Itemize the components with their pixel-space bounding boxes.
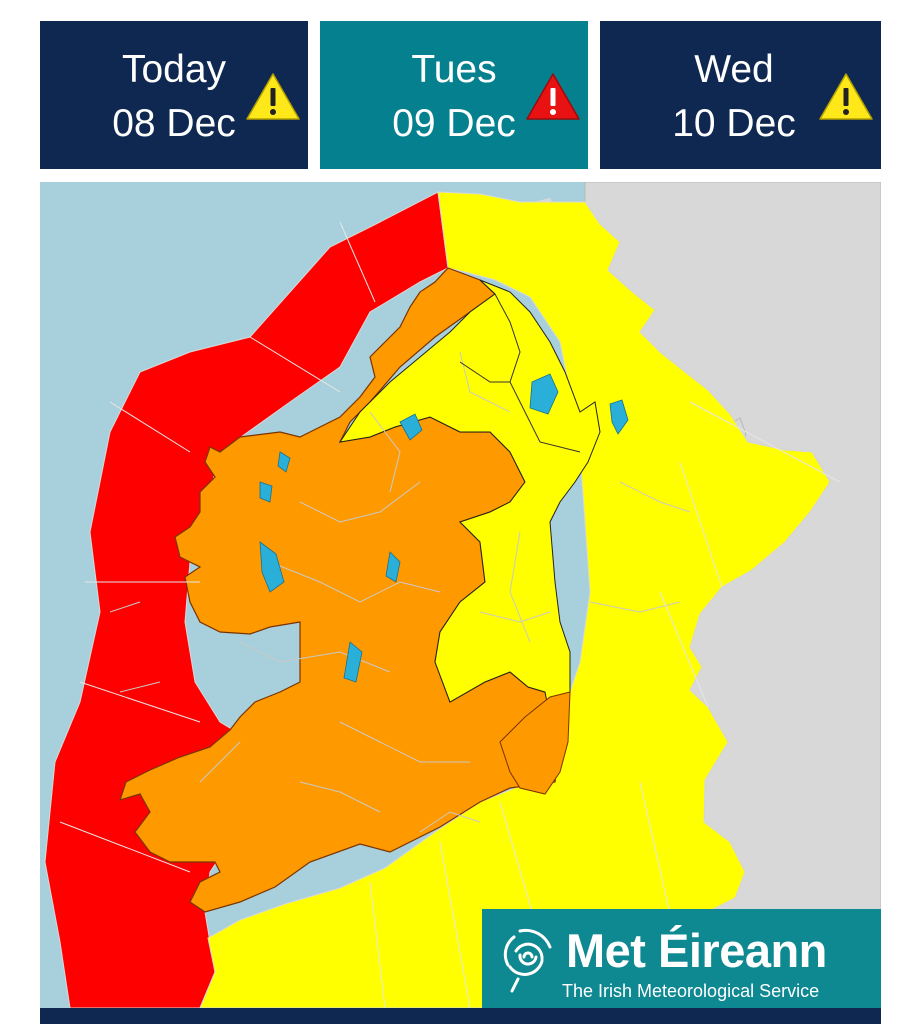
tab-tuesday[interactable]: Tues 09 Dec bbox=[320, 21, 588, 169]
lough-corrib bbox=[259, 541, 285, 593]
sea-zone-yellow bbox=[199, 191, 831, 1008]
tab-today-date: Today 08 Dec bbox=[90, 43, 258, 151]
bottom-bar bbox=[40, 1008, 881, 1024]
tab-tuesday-date: Tues 09 Dec bbox=[370, 43, 538, 151]
county-borders bbox=[109, 351, 691, 833]
tab-wednesday-date-text: 10 Dec bbox=[672, 102, 796, 145]
logo-name: Met Éireann bbox=[566, 924, 827, 977]
tab-wednesday-date: Wed 10 Dec bbox=[650, 43, 818, 151]
tab-today[interactable]: Today 08 Dec bbox=[40, 21, 308, 169]
tab-tuesday-day: Tues bbox=[411, 48, 497, 91]
warning-map-svg bbox=[44, 182, 881, 1008]
tab-tuesday-date-text: 09 Dec bbox=[392, 102, 516, 145]
tab-wednesday[interactable]: Wed 10 Dec bbox=[600, 21, 881, 169]
lough-neagh bbox=[529, 373, 559, 415]
ireland-orange-southeast bbox=[499, 691, 571, 795]
strangford-lough bbox=[609, 399, 629, 435]
swirl-icon bbox=[503, 928, 552, 993]
warning-map[interactable] bbox=[40, 182, 881, 1008]
tab-today-day: Today bbox=[121, 48, 227, 91]
lakes bbox=[259, 373, 629, 683]
warning-triangle-icon bbox=[246, 73, 300, 120]
ni-borders bbox=[459, 293, 581, 453]
logo-tagline: The Irish Meteorological Service bbox=[562, 981, 820, 1001]
lough-derg bbox=[343, 641, 363, 683]
met-eireann-logo[interactable]: Met Éireann The Irish Meteorological Ser… bbox=[482, 909, 881, 1008]
tab-today-date-text: 08 Dec bbox=[112, 102, 236, 145]
lough-erne bbox=[399, 413, 423, 441]
lough-ree bbox=[385, 551, 401, 583]
lough-conn bbox=[277, 451, 291, 473]
lough-mask bbox=[259, 481, 273, 503]
tab-wednesday-day: Wed bbox=[694, 48, 774, 91]
warning-triangle-icon bbox=[819, 73, 873, 120]
sea-area-lines bbox=[59, 221, 841, 1008]
warning-triangle-icon bbox=[526, 73, 580, 120]
